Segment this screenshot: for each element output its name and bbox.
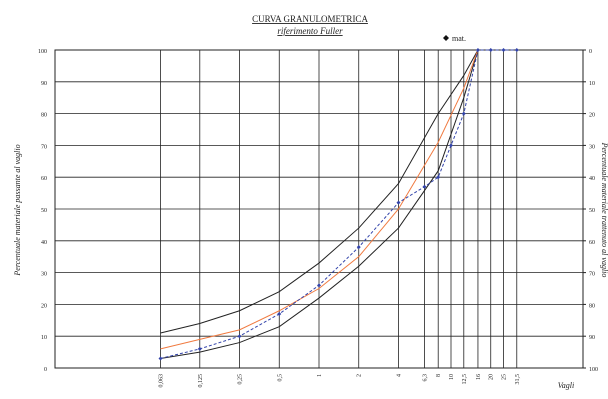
x-tick-label: 10 [449, 374, 455, 380]
y-tick-label: 70 [41, 144, 47, 150]
data-point [422, 184, 427, 189]
data-point [396, 200, 401, 205]
x-axis-label: Vagli [558, 381, 574, 390]
x-tick-label: 16 [476, 374, 482, 380]
data-point [356, 245, 361, 250]
data-point [514, 48, 519, 52]
y-tick-label: 60 [41, 176, 47, 182]
x-tick-label: 31,5 [515, 374, 521, 385]
y2-tick-label: 20 [589, 113, 595, 119]
legend-marker [443, 35, 449, 41]
data-point [461, 111, 466, 116]
data-point [436, 175, 441, 180]
chart-subtitle: riferimento Fuller [277, 26, 343, 36]
y2-tick-label: 0 [589, 49, 592, 55]
y-axis-label: Percentuale materiale passante al vaglio [13, 144, 22, 276]
data-point [158, 356, 163, 361]
x-tick-label: 0,25 [238, 374, 244, 385]
series-line [160, 49, 479, 334]
y2-tick-label: 60 [589, 240, 595, 246]
series-line [160, 49, 479, 359]
y2-tick-label: 10 [589, 81, 595, 87]
y2-tick-label: 50 [589, 208, 595, 214]
x-tick-label: 8 [436, 374, 442, 377]
legend-label: mat. [452, 34, 466, 43]
data-point [197, 346, 202, 351]
x-tick-label: 0,5 [277, 374, 283, 382]
y2-tick-label: 70 [589, 272, 595, 278]
data-point [449, 143, 453, 148]
x-tick-label: 4 [396, 374, 402, 377]
x-tick-label: 0,063 [159, 374, 165, 388]
y-tick-label: 100 [38, 49, 47, 55]
data-point [277, 311, 282, 316]
data-point [488, 48, 493, 52]
y-tick-label: 90 [41, 81, 47, 87]
data-point [501, 48, 506, 52]
x-tick-label: 0,125 [198, 374, 204, 388]
y2-tick-label: 30 [589, 144, 595, 150]
y-tick-label: 30 [41, 272, 47, 278]
series-line [160, 49, 479, 350]
y2-axis-label: Percentuale materiale trattenuto al vagl… [600, 142, 608, 278]
y-tick-label: 80 [41, 113, 47, 119]
x-tick-label: 20 [489, 374, 495, 380]
series-line [160, 49, 517, 359]
y-tick-label: 50 [41, 208, 47, 214]
x-tick-label: 12,5 [462, 374, 468, 385]
data-point [317, 283, 321, 288]
x-tick-label: 2 [357, 374, 363, 377]
x-tick-label: 1 [317, 374, 323, 377]
y-tick-label: 10 [41, 335, 47, 341]
data-point [237, 334, 242, 339]
y2-tick-label: 80 [589, 303, 595, 309]
y-tick-label: 20 [41, 303, 47, 309]
y2-tick-label: 40 [589, 176, 595, 182]
y2-tick-label: 90 [589, 335, 595, 341]
y2-tick-label: 100 [589, 367, 598, 373]
y-tick-label: 0 [44, 367, 47, 373]
x-tick-label: 25 [502, 374, 508, 380]
chart-title: CURVA GRANULOMETRICA [252, 14, 368, 24]
x-tick-label: 6,3 [423, 374, 429, 382]
y-tick-label: 40 [41, 240, 47, 246]
data-point [475, 48, 480, 52]
